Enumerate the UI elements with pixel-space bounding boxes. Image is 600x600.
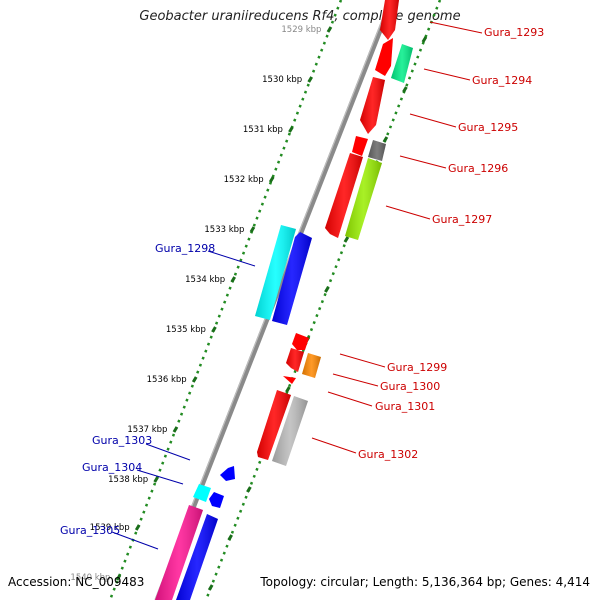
ruler-tick <box>326 26 333 33</box>
genome-title: Geobacter uraniireducens Rf4, complete g… <box>139 9 461 24</box>
gene-label-gura-1300: Gura_1300 <box>380 380 440 393</box>
ruler-tick-inner <box>382 136 389 143</box>
ruler-tick-label: 1536 kbp <box>147 375 187 385</box>
ruler-tick-label: 1537 kbp <box>127 425 167 435</box>
ruler-tick-label: 1538 kbp <box>108 475 148 485</box>
ruler-tick-label: 1532 kbp <box>224 175 264 185</box>
ruler-tick-label: 1534 kbp <box>185 275 225 285</box>
ruler-tick-inner <box>343 236 350 243</box>
ruler-tick <box>268 176 275 183</box>
gene-label-gura-1303: Gura_1303 <box>92 434 152 447</box>
accession-text: Accession: NC_009483 <box>8 575 145 589</box>
ruler-tick <box>172 426 179 433</box>
ruler-tick-label: 1535 kbp <box>166 325 206 335</box>
gene-gura-1301[interactable]: Gura_1301 <box>257 390 435 460</box>
gene-label-gura-1304: Gura_1304 <box>82 461 142 474</box>
gene-gura-1294-shape <box>375 38 393 76</box>
gene-label-gura-1296: Gura_1296 <box>448 162 508 175</box>
gene-gura-1296-red <box>352 136 368 156</box>
ruler-tick-label: 1539 kbp <box>90 523 130 533</box>
ruler-ring-inner <box>204 0 442 600</box>
gene-label-gura-1293: Gura_1293 <box>484 26 544 39</box>
gene-label-gura-1297: Gura_1297 <box>432 213 492 226</box>
ruler-tick <box>134 524 141 531</box>
gene-label-gura-1302: Gura_1302 <box>358 448 418 461</box>
ruler-tick-inner <box>324 286 330 293</box>
ruler-tick <box>115 574 122 581</box>
gene-gura-1304-shape <box>193 484 211 502</box>
gene-gura-1294[interactable]: Gura_1294 <box>375 38 532 87</box>
ruler-tick <box>249 226 256 233</box>
ruler-tick <box>191 376 198 383</box>
gene-gura-1303[interactable]: Gura_1303 <box>92 434 235 481</box>
ruler-tick-inner <box>246 486 252 493</box>
gene-gura-1302[interactable]: Gura_1302 <box>272 396 418 466</box>
gene-gura-1297[interactable]: Gura_1297 <box>325 153 492 240</box>
ruler-tick-inner <box>285 386 291 393</box>
gene-gura-1299-shape-a <box>292 333 309 350</box>
ruler-tick-label: 1533 kbp <box>204 225 244 235</box>
gene-gura-1304-blue <box>209 492 224 508</box>
gene-label-gura-1299: Gura_1299 <box>387 361 447 374</box>
gene-label-gura-1295: Gura_1295 <box>458 121 518 134</box>
gene-gura-1300[interactable]: Gura_1300 <box>283 353 440 393</box>
gene-gura-1303-shape <box>220 466 235 481</box>
gene-label-gura-1301: Gura_1301 <box>375 400 435 413</box>
ruler-tick-label: 1540 kbp <box>70 573 110 583</box>
ruler-tick <box>211 326 217 333</box>
ruler-tick-inner <box>402 86 408 93</box>
ruler-ring-outer <box>108 0 343 600</box>
gene-label-gura-1305: Gura_1305 <box>60 524 120 537</box>
ruler-tick <box>307 76 313 83</box>
ruler-tick <box>230 276 236 283</box>
ruler-tick-label: 1530 kbp <box>262 75 302 85</box>
gene-gura-1305[interactable]: Gura_1305 <box>60 505 218 600</box>
ruler-tick-inner <box>207 584 214 591</box>
gene-gura-1293[interactable]: Gura_1293 <box>380 0 544 40</box>
ruler-tick-labels: 1529 kbp 1530 kbp 1531 kbp 1532 kbp 1533 kbp… <box>70 25 321 583</box>
gene-gura-1304[interactable]: Gura_1304 <box>82 461 224 508</box>
topology-text: Topology: circular; Length: 5,136,364 bp… <box>260 575 590 589</box>
ruler-tick <box>153 476 159 483</box>
gene-gura-1298[interactable]: Gura_1298 <box>155 225 312 325</box>
ruler-tick-inner <box>227 534 233 541</box>
gene-label-gura-1298: Gura_1298 <box>155 242 215 255</box>
ruler-tick <box>288 126 294 133</box>
gene-gura-1299[interactable]: Gura_1299 <box>286 333 447 374</box>
gene-label-gura-1294: Gura_1294 <box>472 74 532 87</box>
gene-gura-1295[interactable]: Gura_1295 <box>360 77 518 134</box>
ruler-tick-label: 1531 kbp <box>243 125 283 135</box>
ruler-tick-label: 1529 kbp <box>281 25 321 35</box>
gene-gura-1300-red <box>283 376 296 384</box>
ruler-tick-inner <box>421 36 428 43</box>
gene-gura-1296[interactable]: Gura_1296 <box>352 136 508 175</box>
